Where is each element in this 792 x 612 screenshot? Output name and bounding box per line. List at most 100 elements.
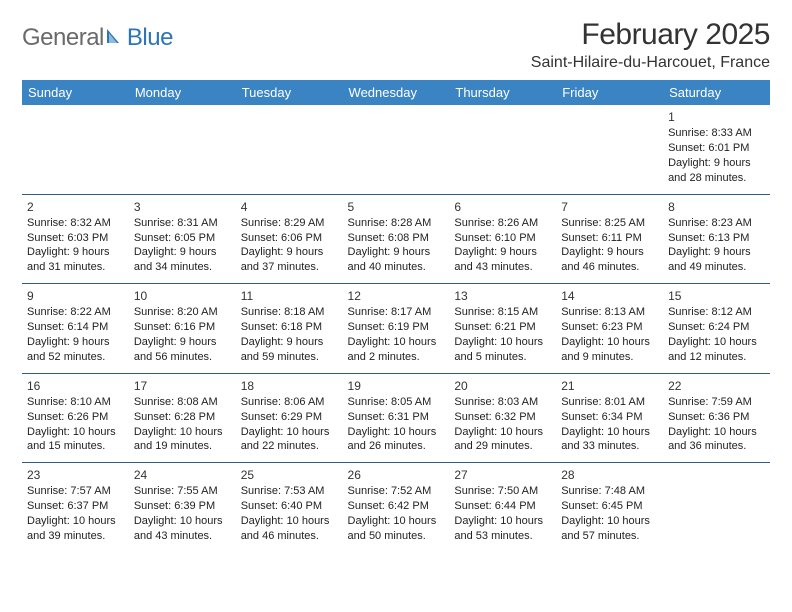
calendar-day-cell: 7Sunrise: 8:25 AMSunset: 6:11 PMDaylight… (556, 194, 663, 284)
sunrise-text: Sunrise: 8:25 AM (561, 216, 658, 231)
calendar-empty-cell (129, 105, 236, 194)
calendar-day-cell: 12Sunrise: 8:17 AMSunset: 6:19 PMDayligh… (343, 284, 450, 374)
day-number: 2 (27, 199, 124, 215)
sunset-text: Sunset: 6:11 PM (561, 231, 658, 246)
day-number: 28 (561, 467, 658, 483)
day-number: 10 (134, 288, 231, 304)
column-header: Saturday (663, 80, 770, 105)
calendar-day-cell: 17Sunrise: 8:08 AMSunset: 6:28 PMDayligh… (129, 373, 236, 463)
calendar-week-row: 23Sunrise: 7:57 AMSunset: 6:37 PMDayligh… (22, 463, 770, 552)
sunset-text: Sunset: 6:24 PM (668, 320, 765, 335)
calendar-day-cell: 24Sunrise: 7:55 AMSunset: 6:39 PMDayligh… (129, 463, 236, 552)
daylight-text: and 26 minutes. (348, 439, 445, 454)
day-number: 5 (348, 199, 445, 215)
daylight-text: Daylight: 9 hours (561, 245, 658, 260)
sunset-text: Sunset: 6:19 PM (348, 320, 445, 335)
calendar-week-row: 2Sunrise: 8:32 AMSunset: 6:03 PMDaylight… (22, 194, 770, 284)
brand-part1: General (22, 24, 104, 52)
brand-logo: General Blue (22, 24, 173, 52)
calendar-day-cell: 23Sunrise: 7:57 AMSunset: 6:37 PMDayligh… (22, 463, 129, 552)
calendar-day-cell: 6Sunrise: 8:26 AMSunset: 6:10 PMDaylight… (449, 194, 556, 284)
calendar-header-row: SundayMondayTuesdayWednesdayThursdayFrid… (22, 80, 770, 105)
daylight-text: Daylight: 9 hours (668, 156, 765, 171)
sunrise-text: Sunrise: 8:13 AM (561, 305, 658, 320)
daylight-text: Daylight: 10 hours (27, 425, 124, 440)
daylight-text: Daylight: 10 hours (27, 514, 124, 529)
sunrise-text: Sunrise: 7:52 AM (348, 484, 445, 499)
calendar-day-cell: 22Sunrise: 7:59 AMSunset: 6:36 PMDayligh… (663, 373, 770, 463)
daylight-text: and 31 minutes. (27, 260, 124, 275)
calendar-day-cell: 25Sunrise: 7:53 AMSunset: 6:40 PMDayligh… (236, 463, 343, 552)
daylight-text: Daylight: 10 hours (134, 425, 231, 440)
sunset-text: Sunset: 6:28 PM (134, 410, 231, 425)
sunrise-text: Sunrise: 7:59 AM (668, 395, 765, 410)
calendar-page: General Blue February 2025 Saint-Hilaire… (0, 0, 792, 570)
day-number: 16 (27, 378, 124, 394)
sunrise-text: Sunrise: 8:12 AM (668, 305, 765, 320)
calendar-day-cell: 27Sunrise: 7:50 AMSunset: 6:44 PMDayligh… (449, 463, 556, 552)
day-number: 13 (454, 288, 551, 304)
calendar-table: SundayMondayTuesdayWednesdayThursdayFrid… (22, 80, 770, 552)
daylight-text: and 19 minutes. (134, 439, 231, 454)
daylight-text: Daylight: 10 hours (561, 514, 658, 529)
calendar-week-row: 1Sunrise: 8:33 AMSunset: 6:01 PMDaylight… (22, 105, 770, 194)
day-number: 27 (454, 467, 551, 483)
daylight-text: and 40 minutes. (348, 260, 445, 275)
daylight-text: Daylight: 9 hours (27, 335, 124, 350)
sunrise-text: Sunrise: 8:05 AM (348, 395, 445, 410)
daylight-text: Daylight: 10 hours (454, 335, 551, 350)
daylight-text: and 37 minutes. (241, 260, 338, 275)
daylight-text: and 33 minutes. (561, 439, 658, 454)
sunset-text: Sunset: 6:42 PM (348, 499, 445, 514)
daylight-text: and 53 minutes. (454, 529, 551, 544)
sunrise-text: Sunrise: 8:31 AM (134, 216, 231, 231)
sunset-text: Sunset: 6:01 PM (668, 141, 765, 156)
sunset-text: Sunset: 6:44 PM (454, 499, 551, 514)
day-number: 11 (241, 288, 338, 304)
daylight-text: Daylight: 10 hours (348, 425, 445, 440)
daylight-text: Daylight: 9 hours (668, 245, 765, 260)
sunset-text: Sunset: 6:40 PM (241, 499, 338, 514)
sunset-text: Sunset: 6:37 PM (27, 499, 124, 514)
calendar-day-cell: 20Sunrise: 8:03 AMSunset: 6:32 PMDayligh… (449, 373, 556, 463)
day-number: 23 (27, 467, 124, 483)
calendar-day-cell: 8Sunrise: 8:23 AMSunset: 6:13 PMDaylight… (663, 194, 770, 284)
calendar-day-cell: 28Sunrise: 7:48 AMSunset: 6:45 PMDayligh… (556, 463, 663, 552)
sunrise-text: Sunrise: 7:50 AM (454, 484, 551, 499)
daylight-text: Daylight: 10 hours (668, 425, 765, 440)
daylight-text: and 46 minutes. (241, 529, 338, 544)
daylight-text: Daylight: 9 hours (348, 245, 445, 260)
calendar-day-cell: 9Sunrise: 8:22 AMSunset: 6:14 PMDaylight… (22, 284, 129, 374)
sunset-text: Sunset: 6:23 PM (561, 320, 658, 335)
column-header: Friday (556, 80, 663, 105)
sunset-text: Sunset: 6:14 PM (27, 320, 124, 335)
day-number: 3 (134, 199, 231, 215)
sunset-text: Sunset: 6:16 PM (134, 320, 231, 335)
daylight-text: and 52 minutes. (27, 350, 124, 365)
brand-part2: Blue (127, 24, 173, 52)
calendar-day-cell: 4Sunrise: 8:29 AMSunset: 6:06 PMDaylight… (236, 194, 343, 284)
day-number: 7 (561, 199, 658, 215)
sunrise-text: Sunrise: 7:55 AM (134, 484, 231, 499)
header: General Blue February 2025 Saint-Hilaire… (22, 18, 770, 72)
daylight-text: and 49 minutes. (668, 260, 765, 275)
day-number: 6 (454, 199, 551, 215)
calendar-empty-cell (343, 105, 450, 194)
daylight-text: and 15 minutes. (27, 439, 124, 454)
location-subtitle: Saint-Hilaire-du-Harcouet, France (531, 54, 770, 72)
daylight-text: Daylight: 9 hours (27, 245, 124, 260)
daylight-text: Daylight: 10 hours (561, 335, 658, 350)
daylight-text: and 46 minutes. (561, 260, 658, 275)
calendar-day-cell: 26Sunrise: 7:52 AMSunset: 6:42 PMDayligh… (343, 463, 450, 552)
calendar-week-row: 16Sunrise: 8:10 AMSunset: 6:26 PMDayligh… (22, 373, 770, 463)
sunrise-text: Sunrise: 7:53 AM (241, 484, 338, 499)
daylight-text: Daylight: 9 hours (241, 335, 338, 350)
day-number: 24 (134, 467, 231, 483)
sunrise-text: Sunrise: 8:22 AM (27, 305, 124, 320)
calendar-day-cell: 21Sunrise: 8:01 AMSunset: 6:34 PMDayligh… (556, 373, 663, 463)
daylight-text: Daylight: 10 hours (241, 514, 338, 529)
daylight-text: Daylight: 10 hours (348, 514, 445, 529)
daylight-text: and 39 minutes. (27, 529, 124, 544)
calendar-day-cell: 3Sunrise: 8:31 AMSunset: 6:05 PMDaylight… (129, 194, 236, 284)
column-header: Sunday (22, 80, 129, 105)
